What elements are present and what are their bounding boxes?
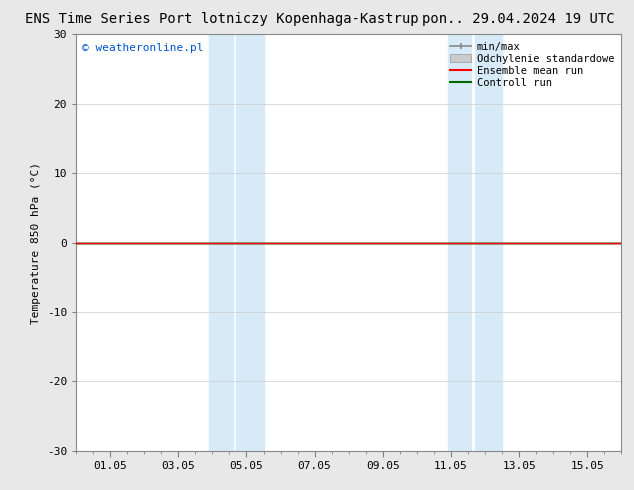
Text: © weatheronline.pl: © weatheronline.pl (82, 43, 203, 52)
Bar (475, 34, 502, 451)
Bar (448, 34, 471, 451)
Legend: min/max, Odchylenie standardowe, Ensemble mean run, Controll run: min/max, Odchylenie standardowe, Ensembl… (448, 40, 616, 90)
Text: pon.. 29.04.2024 19 UTC: pon.. 29.04.2024 19 UTC (422, 12, 615, 26)
Bar (209, 34, 233, 451)
Y-axis label: Temperature 850 hPa (°C): Temperature 850 hPa (°C) (31, 162, 41, 323)
Text: ENS Time Series Port lotniczy Kopenhaga-Kastrup: ENS Time Series Port lotniczy Kopenhaga-… (25, 12, 418, 26)
Bar (236, 34, 264, 451)
